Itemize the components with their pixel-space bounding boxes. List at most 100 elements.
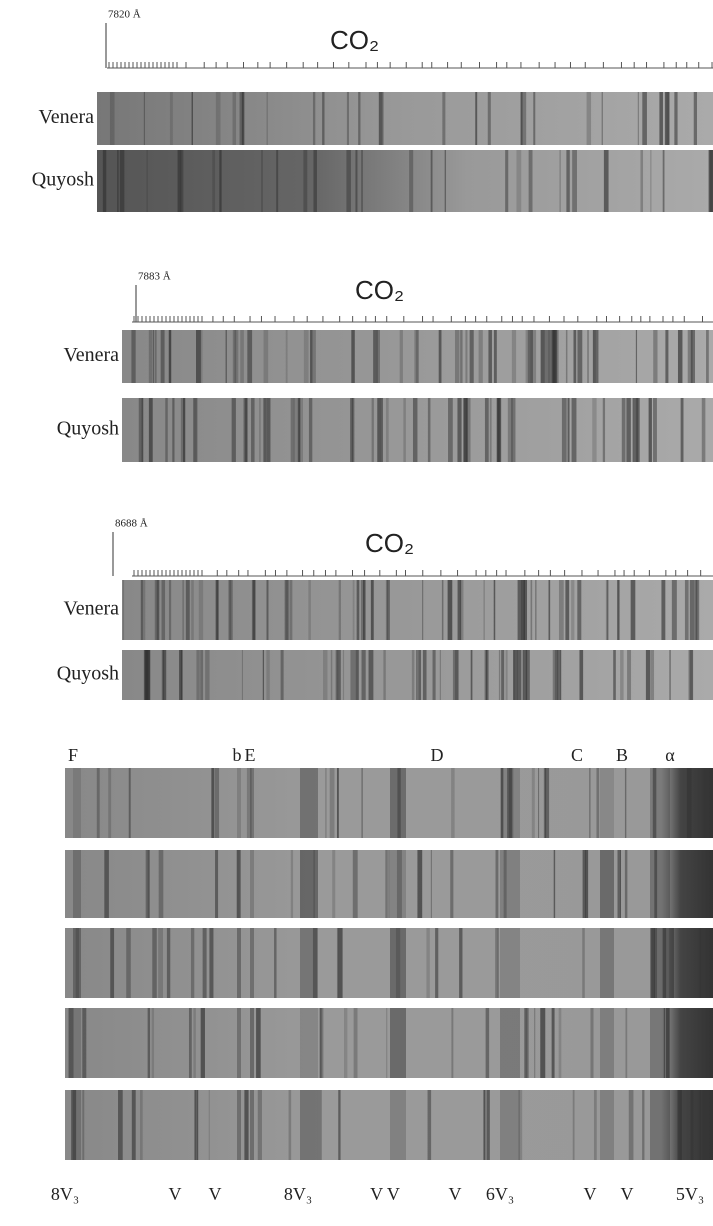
spectral-line [602, 398, 606, 462]
spectral-line [196, 398, 198, 462]
spectral-line [652, 768, 657, 838]
spectral-line [488, 330, 492, 383]
spectral-line [422, 650, 427, 700]
spectral-line [344, 1008, 348, 1078]
spectral-line [350, 398, 354, 462]
band [600, 1090, 614, 1160]
spectral-line [338, 580, 341, 640]
spectral-line [535, 580, 537, 640]
spectral-line [191, 92, 193, 145]
spectral-line [196, 1090, 199, 1160]
spectral-line [245, 398, 247, 462]
spectral-line [280, 650, 284, 700]
band [250, 768, 254, 838]
spectral-line [642, 1090, 645, 1160]
spectrum [122, 398, 713, 462]
spectral-line [674, 92, 678, 145]
spectral-line [503, 850, 507, 918]
spectral-line [158, 850, 164, 918]
spectral-line [653, 398, 657, 462]
spectral-line [558, 1008, 562, 1078]
spectral-line [470, 650, 473, 700]
spectral-line [579, 650, 584, 700]
spectral-line [322, 92, 325, 145]
spectral-line [371, 398, 374, 462]
spectral-line [507, 768, 512, 838]
line-letter: b [233, 745, 242, 765]
spectral-line [119, 150, 125, 212]
spectral-line [617, 580, 620, 640]
spectral-line [525, 650, 530, 700]
spectral-line [442, 92, 446, 145]
spectral-line [553, 850, 556, 918]
row-label: Quyosh [32, 169, 94, 191]
spectral-line [138, 398, 143, 462]
spectral-line [484, 650, 487, 700]
spectral-line [544, 768, 550, 838]
band [300, 768, 318, 838]
spectral-line [582, 850, 586, 918]
spectral-line [266, 398, 271, 462]
spectral-line [293, 398, 299, 462]
band [237, 1090, 241, 1160]
spectral-line [301, 398, 303, 462]
spectral-line [585, 850, 589, 918]
spectral-line [379, 92, 384, 145]
spectral-line [582, 928, 585, 998]
spectral-line [215, 850, 219, 918]
spectral-line [489, 398, 492, 462]
spectral-line [385, 398, 389, 462]
spectral-line [517, 650, 522, 700]
spectral-line [325, 768, 327, 838]
spectral-line [361, 650, 366, 700]
spectral-line [441, 580, 444, 640]
spectral-line [521, 92, 527, 145]
spectral-line [632, 398, 635, 462]
spectral-line [483, 580, 485, 640]
spectral-line [151, 1008, 155, 1078]
spectral-line [416, 650, 418, 700]
spectrum [97, 150, 713, 212]
spectral-line [561, 398, 567, 462]
spectral-line [386, 1008, 388, 1078]
spectral-line [172, 398, 175, 462]
spectral-line [251, 580, 256, 640]
spectral-line [166, 928, 171, 998]
spectral-line [620, 650, 624, 700]
spectral-line [430, 150, 433, 212]
spectral-line [447, 580, 453, 640]
spectral-line [205, 650, 210, 700]
spectral-line [71, 1090, 77, 1160]
spectrum [122, 580, 713, 640]
spectral-line [144, 650, 147, 700]
spectral-line [352, 398, 355, 462]
spectral-line [251, 398, 255, 462]
row-label: Venera [63, 598, 119, 620]
spectral-line [596, 768, 600, 838]
spectral-line [555, 330, 559, 383]
spectral-line [409, 150, 414, 212]
spectral-line [241, 650, 243, 700]
spectral-line [160, 330, 165, 383]
band [300, 928, 318, 998]
spectral-line [669, 928, 674, 998]
spectral-line [312, 928, 318, 998]
spectral-line [530, 330, 533, 383]
spectral-line [414, 330, 416, 383]
spectral-line [540, 330, 545, 383]
spectral-line [263, 398, 267, 462]
spectral-line [426, 928, 430, 998]
spectral-line [148, 398, 153, 462]
spectral-line [194, 1090, 197, 1160]
spectral-line [154, 580, 159, 640]
spectral-line [332, 850, 336, 918]
band-label: V [621, 1184, 634, 1204]
spectral-line [330, 650, 333, 700]
spectral-line [361, 150, 363, 212]
spectral-line [152, 330, 154, 383]
spectral-line [285, 580, 290, 640]
band [250, 1090, 254, 1160]
spectral-line [565, 330, 568, 383]
spectral-line [520, 92, 523, 145]
spectral-line [228, 580, 231, 640]
